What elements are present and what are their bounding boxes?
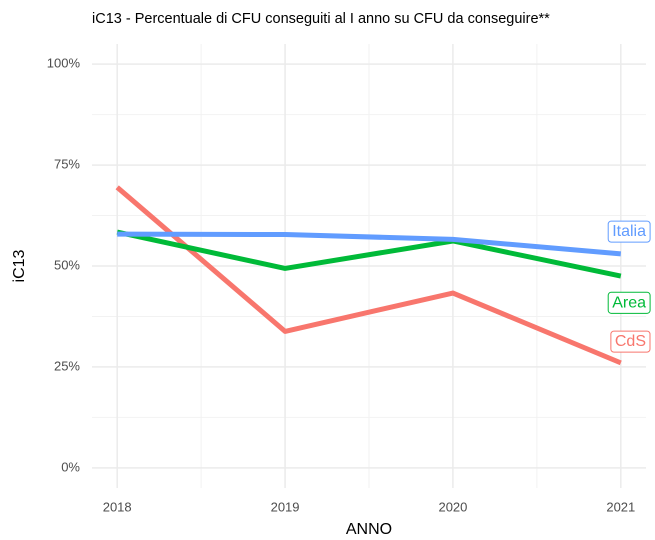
x-tick-label: 2021	[606, 499, 635, 514]
y-tick-label: 0%	[61, 459, 80, 474]
series-line	[117, 231, 622, 257]
series-line	[115, 185, 622, 366]
line-label: Italia	[607, 220, 651, 243]
line-label: CdS	[610, 330, 651, 353]
y-tick-label: 100%	[47, 56, 81, 71]
line-label-text: CdS	[615, 333, 646, 350]
line-label: Area	[607, 291, 651, 314]
y-tick-label: 50%	[54, 257, 80, 272]
line-label-box	[610, 330, 651, 353]
line-label-text: Italia	[612, 223, 646, 240]
y-tick-label: 25%	[54, 358, 80, 373]
series-line	[116, 229, 622, 279]
y-axis-label: iC13	[11, 249, 28, 282]
line-label-text: Area	[612, 294, 646, 311]
line-label-box	[607, 220, 651, 243]
x-axis-label: ANNO	[346, 521, 392, 538]
x-tick-label: 2019	[271, 499, 300, 514]
line-label-box	[607, 291, 651, 314]
x-tick-label: 2018	[103, 499, 132, 514]
x-tick-label: 2020	[438, 499, 467, 514]
chart-title: iC13 - Percentuale di CFU conseguiti al …	[92, 11, 550, 27]
y-tick-label: 75%	[54, 157, 80, 172]
